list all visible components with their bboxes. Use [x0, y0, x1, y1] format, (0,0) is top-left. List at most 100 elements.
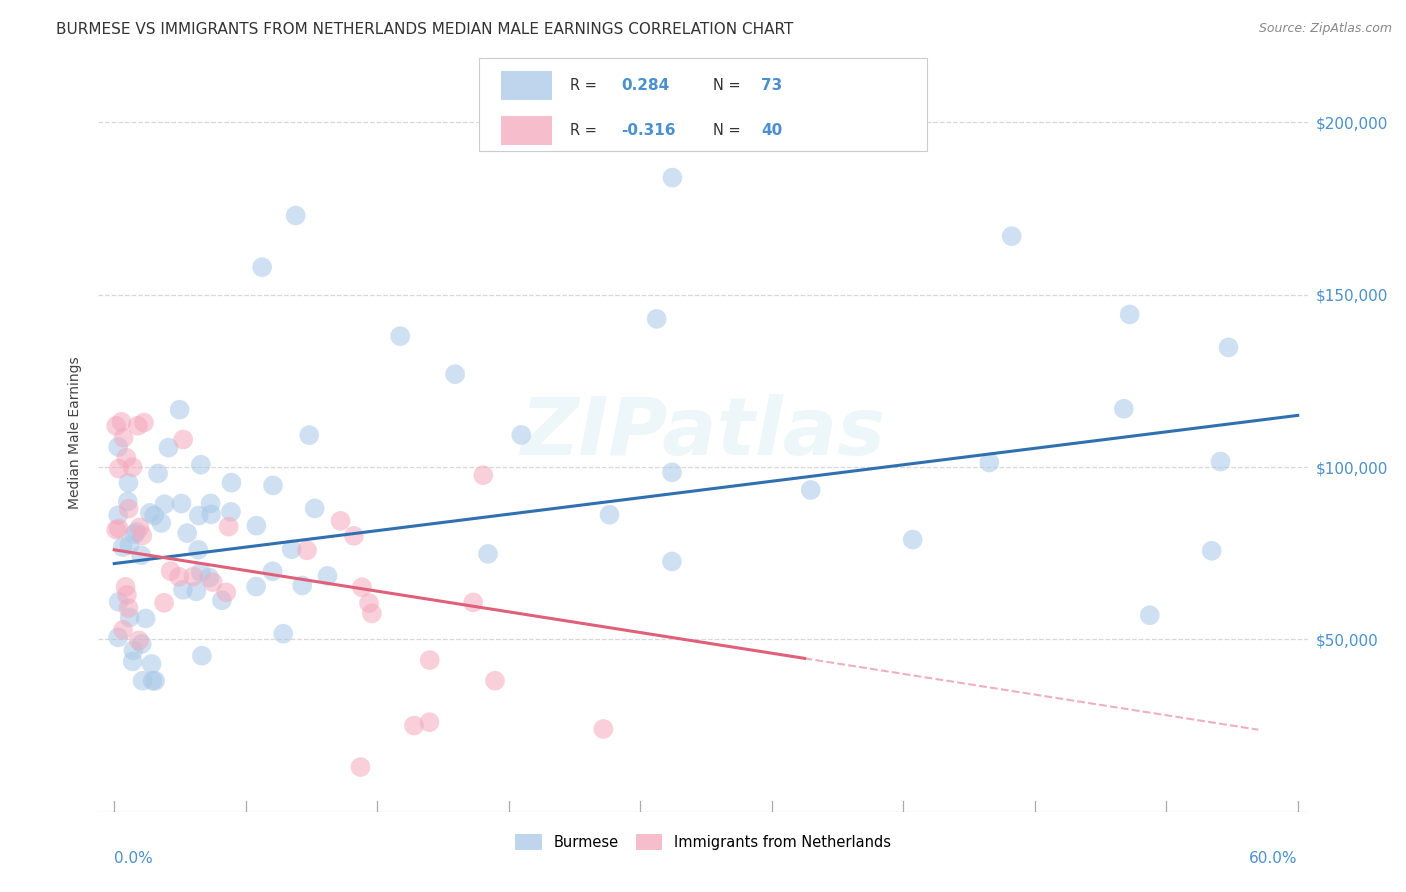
Point — [661, 554, 683, 568]
Y-axis label: Median Male Earnings: Median Male Earnings — [69, 356, 83, 509]
Point — [157, 441, 180, 455]
FancyBboxPatch shape — [501, 71, 551, 100]
Point — [245, 518, 267, 533]
Text: Source: ZipAtlas.com: Source: ZipAtlas.com — [1258, 22, 1392, 36]
Point — [117, 601, 139, 615]
Point — [402, 718, 425, 732]
Point — [250, 260, 273, 275]
Point — [117, 501, 139, 516]
Point — [129, 549, 152, 563]
Point — [284, 209, 307, 223]
Point — [135, 611, 157, 625]
Point — [1201, 543, 1223, 558]
Point — [110, 415, 132, 429]
Point — [150, 516, 173, 530]
Text: N =: N = — [713, 78, 745, 94]
Point — [463, 595, 485, 609]
Point — [304, 501, 326, 516]
Point — [183, 569, 205, 583]
Point — [115, 588, 138, 602]
Point — [218, 519, 240, 533]
Point — [121, 460, 143, 475]
Text: 0.0%: 0.0% — [114, 851, 153, 865]
Point — [219, 505, 242, 519]
Point — [115, 450, 138, 465]
Point — [139, 506, 162, 520]
Point — [172, 582, 194, 597]
Point — [645, 312, 668, 326]
Point — [172, 433, 194, 447]
Point — [122, 643, 145, 657]
Point — [132, 416, 155, 430]
Point — [190, 458, 212, 472]
Point — [143, 673, 166, 688]
Point — [298, 428, 321, 442]
Point — [316, 569, 339, 583]
Point — [979, 456, 1001, 470]
Point — [190, 566, 212, 580]
FancyBboxPatch shape — [501, 116, 551, 145]
Point — [484, 673, 506, 688]
Point — [118, 538, 141, 552]
Point — [124, 527, 146, 541]
Point — [329, 514, 352, 528]
Point — [1001, 229, 1024, 244]
FancyBboxPatch shape — [479, 58, 927, 151]
Point — [295, 543, 318, 558]
Point — [159, 564, 181, 578]
Point — [901, 533, 924, 547]
Point — [111, 623, 134, 637]
Point — [107, 440, 129, 454]
Point — [114, 580, 136, 594]
Point — [142, 673, 165, 688]
Point — [187, 542, 209, 557]
Point — [108, 461, 131, 475]
Point — [1209, 454, 1232, 468]
Point — [472, 468, 495, 483]
Point — [211, 593, 233, 607]
Point — [131, 528, 153, 542]
Point — [271, 626, 294, 640]
Point — [153, 596, 176, 610]
Point — [112, 431, 135, 445]
Text: BURMESE VS IMMIGRANTS FROM NETHERLANDS MEDIAN MALE EARNINGS CORRELATION CHART: BURMESE VS IMMIGRANTS FROM NETHERLANDS M… — [56, 22, 793, 37]
Text: -0.316: -0.316 — [621, 123, 675, 137]
Point — [510, 428, 533, 442]
Point — [1118, 308, 1140, 322]
Point — [221, 475, 243, 490]
Text: N =: N = — [713, 123, 745, 137]
Point — [128, 633, 150, 648]
Point — [1218, 340, 1240, 354]
Point — [125, 524, 148, 539]
Text: R =: R = — [569, 78, 602, 94]
Point — [661, 170, 683, 185]
Point — [245, 580, 267, 594]
Point — [105, 418, 128, 433]
Text: 73: 73 — [761, 78, 782, 94]
Point — [599, 508, 621, 522]
Point — [131, 673, 153, 688]
Point — [349, 760, 371, 774]
Point — [291, 578, 314, 592]
Point — [107, 631, 129, 645]
Point — [343, 529, 366, 543]
Point — [592, 722, 614, 736]
Point — [444, 367, 467, 381]
Point — [360, 607, 382, 621]
Text: 60.0%: 60.0% — [1249, 851, 1298, 865]
Point — [105, 523, 128, 537]
Text: 0.284: 0.284 — [621, 78, 669, 94]
Point — [200, 508, 222, 522]
Point — [477, 547, 499, 561]
Point — [107, 595, 129, 609]
Point — [1112, 401, 1135, 416]
Text: R =: R = — [569, 123, 602, 137]
Point — [117, 494, 139, 508]
Point — [107, 508, 129, 523]
Point — [262, 478, 284, 492]
Point — [107, 521, 129, 535]
Text: 40: 40 — [761, 123, 782, 137]
Point — [350, 580, 373, 594]
Point — [117, 475, 139, 490]
Point — [128, 520, 150, 534]
